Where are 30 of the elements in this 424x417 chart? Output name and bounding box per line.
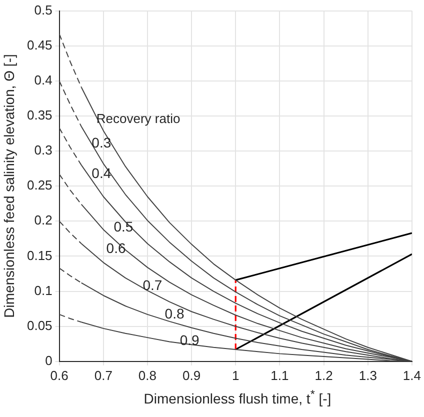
y-tick-label: 0.25 [26,178,52,193]
y-tick-label: 0.05 [26,318,52,333]
x-tick-label: 1.1 [270,368,289,383]
x-tick-label: 0.8 [138,368,157,383]
x-tick-label: 1.2 [314,368,333,383]
y-tick-label: 0.1 [34,282,52,298]
series-label: 0.8 [164,305,184,322]
y-tick-label: 0.45 [26,37,52,52]
x-axis-title: Dimensionless flush time, t$^{*}$ [-] [142,388,332,407]
y-tick-label: 0.4 [34,72,52,88]
y-tick-label: 0.3 [34,142,52,158]
x-tick-label: 1 [232,368,240,383]
y-tick-label: 0.5 [34,2,52,18]
series-label: 0.9 [180,332,200,348]
y-tick-label: 0.35 [26,108,52,123]
legend-title: Recovery ratio [96,111,180,126]
series-label: 0.5 [114,218,134,235]
x-tick-label: 0.6 [50,368,68,383]
y-axis-title: Dimensionless feed salinity elevation, Θ [-] [1,53,18,320]
x-tick-label: 0.9 [182,368,201,383]
y-tick-label: 0.2 [34,212,52,228]
y-tick-label: 0.15 [26,248,52,263]
x-tick-label: 1.3 [358,368,377,383]
series-label: 0.7 [142,277,162,294]
series-label: 0.3 [92,134,112,150]
y-tick-label: 0 [45,352,52,368]
x-tick-label: 0.7 [94,368,112,383]
x-tick-label: 1.4 [402,368,422,383]
series-label: 0.6 [106,240,126,256]
series-label: 0.4 [92,164,112,181]
